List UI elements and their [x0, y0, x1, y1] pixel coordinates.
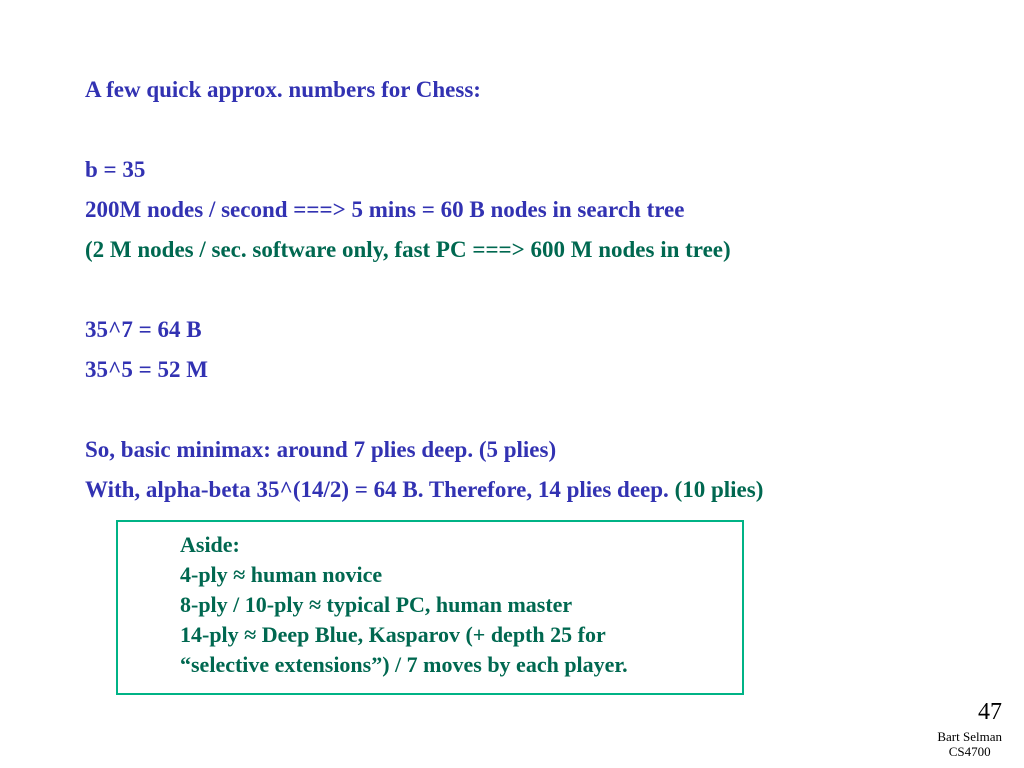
slide-body: A few quick approx. numbers for Chess: b… [85, 70, 955, 510]
title-line: A few quick approx. numbers for Chess: [85, 70, 955, 110]
aside-l3: 8-ply / 10-ply ≈ typical PC, human maste… [180, 590, 742, 620]
blank-1 [85, 110, 955, 150]
branching-factor: b = 35 [85, 150, 955, 190]
page-number: 47 [978, 699, 1002, 726]
footer: Bart Selman CS4700 [937, 730, 1002, 760]
alphabeta-prefix: With, alpha-beta 35^(14/2) = 64 B. There… [85, 477, 675, 502]
aside-box: Aside: 4-ply ≈ human novice 8-ply / 10-p… [116, 520, 744, 695]
aside-l4: 14-ply ≈ Deep Blue, Kasparov (+ depth 25… [180, 620, 742, 650]
footer-name: Bart Selman [937, 730, 1002, 745]
aside-l1: Aside: [180, 530, 742, 560]
power-7: 35^7 = 64 B [85, 310, 955, 350]
aside-l2: 4-ply ≈ human novice [180, 560, 742, 590]
footer-course: CS4700 [937, 745, 1002, 760]
nodes-per-sec-sw: (2 M nodes / sec. software only, fast PC… [85, 230, 955, 270]
slide: A few quick approx. numbers for Chess: b… [0, 0, 1024, 768]
aside-content: Aside: 4-ply ≈ human novice 8-ply / 10-p… [180, 530, 742, 680]
aside-l5: “selective extensions”) / 7 moves by eac… [180, 650, 742, 680]
nodes-per-sec-hw: 200M nodes / second ===> 5 mins = 60 B n… [85, 190, 955, 230]
alphabeta-line: With, alpha-beta 35^(14/2) = 64 B. There… [85, 470, 955, 510]
power-5: 35^5 = 52 M [85, 350, 955, 390]
blank-3 [85, 390, 955, 430]
alphabeta-suffix: (10 plies) [675, 477, 764, 502]
minimax-line: So, basic minimax: around 7 plies deep. … [85, 430, 955, 470]
blank-2 [85, 270, 955, 310]
